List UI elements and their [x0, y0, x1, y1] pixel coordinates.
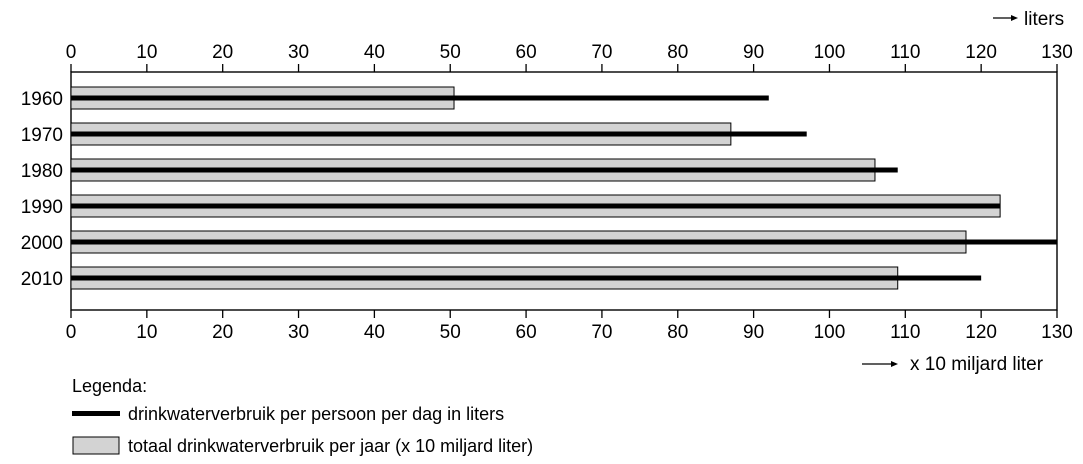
top-tick-label-13: 130: [1041, 42, 1073, 63]
top-axis-unit-arrow-head: [1011, 15, 1018, 21]
top-axis: 0 10 20 30 40 50 60 70 80 90 100 110 120 130: [66, 42, 1073, 72]
year-label-1970: 1970: [21, 125, 63, 146]
top-tick-label-4: 40: [364, 42, 385, 63]
bottom-tick-label-1: 10: [136, 322, 157, 343]
bottom-tick-label-8: 80: [667, 322, 688, 343]
line-1980: [71, 167, 898, 173]
bottom-axis: 0 10 20 30 40 50 60 70 80 90 100 110 120 130: [66, 310, 1073, 343]
line-1960: [71, 95, 769, 101]
top-tick-label-7: 70: [591, 42, 612, 63]
bottom-tick-label-6: 60: [516, 322, 537, 343]
bottom-axis-unit: x 10 miljard liter: [862, 354, 1044, 375]
line-1990: [71, 203, 1001, 209]
top-tick-label-6: 60: [516, 42, 537, 63]
legend-bar-swatch: [72, 436, 120, 455]
top-axis-unit-label: liters: [1024, 9, 1064, 30]
line-2010: [71, 275, 982, 281]
year-label-2010: 2010: [21, 269, 63, 290]
bottom-tick-label-2: 20: [212, 322, 233, 343]
bottom-axis-unit-arrow-head: [891, 361, 898, 367]
top-tick-label-10: 100: [814, 42, 846, 63]
bottom-tick-label-7: 70: [591, 322, 612, 343]
legend-title: Legenda:: [72, 376, 147, 396]
bottom-tick-label-11: 110: [890, 322, 920, 343]
legend-line-swatch: [72, 411, 120, 416]
top-tick-label-12: 120: [965, 42, 997, 63]
bottom-tick-label-5: 50: [440, 322, 461, 343]
lines-group: [71, 95, 1057, 281]
top-axis-unit: liters: [993, 9, 1064, 30]
year-label-2000: 2000: [21, 233, 63, 254]
bottom-tick-label-0: 0: [66, 322, 77, 343]
top-tick-label-0: 0: [66, 42, 77, 63]
top-tick-label-3: 30: [288, 42, 309, 63]
legend-bar-label: totaal drinkwaterverbruik per jaar (x 10…: [128, 436, 533, 456]
year-label-1990: 1990: [21, 197, 63, 218]
year-labels: 1960 1970 1980 1990 2000 2010: [21, 89, 63, 290]
legend: Legenda: drinkwaterverbruik per persoon …: [72, 376, 533, 456]
top-tick-label-8: 80: [667, 42, 688, 63]
top-tick-label-5: 50: [440, 42, 461, 63]
bottom-tick-label-4: 40: [364, 322, 385, 343]
bars-group: [70, 86, 1001, 290]
top-tick-label-9: 90: [743, 42, 764, 63]
year-label-1960: 1960: [21, 89, 63, 110]
top-tick-label-2: 20: [212, 42, 233, 63]
top-tick-label-11: 110: [890, 42, 920, 63]
bottom-tick-label-10: 100: [814, 322, 846, 343]
line-2000: [71, 239, 1057, 245]
bottom-tick-label-12: 120: [965, 322, 997, 343]
bottom-tick-label-13: 130: [1041, 322, 1073, 343]
bottom-tick-label-3: 30: [288, 322, 309, 343]
bottom-axis-unit-label: x 10 miljard liter: [910, 354, 1044, 375]
line-1970: [71, 131, 807, 137]
top-tick-label-1: 10: [136, 42, 157, 63]
legend-line-label: drinkwaterverbruik per persoon per dag i…: [128, 404, 504, 424]
bottom-tick-label-9: 90: [743, 322, 764, 343]
plot-frame: [70, 71, 1058, 311]
year-label-1980: 1980: [21, 161, 63, 182]
